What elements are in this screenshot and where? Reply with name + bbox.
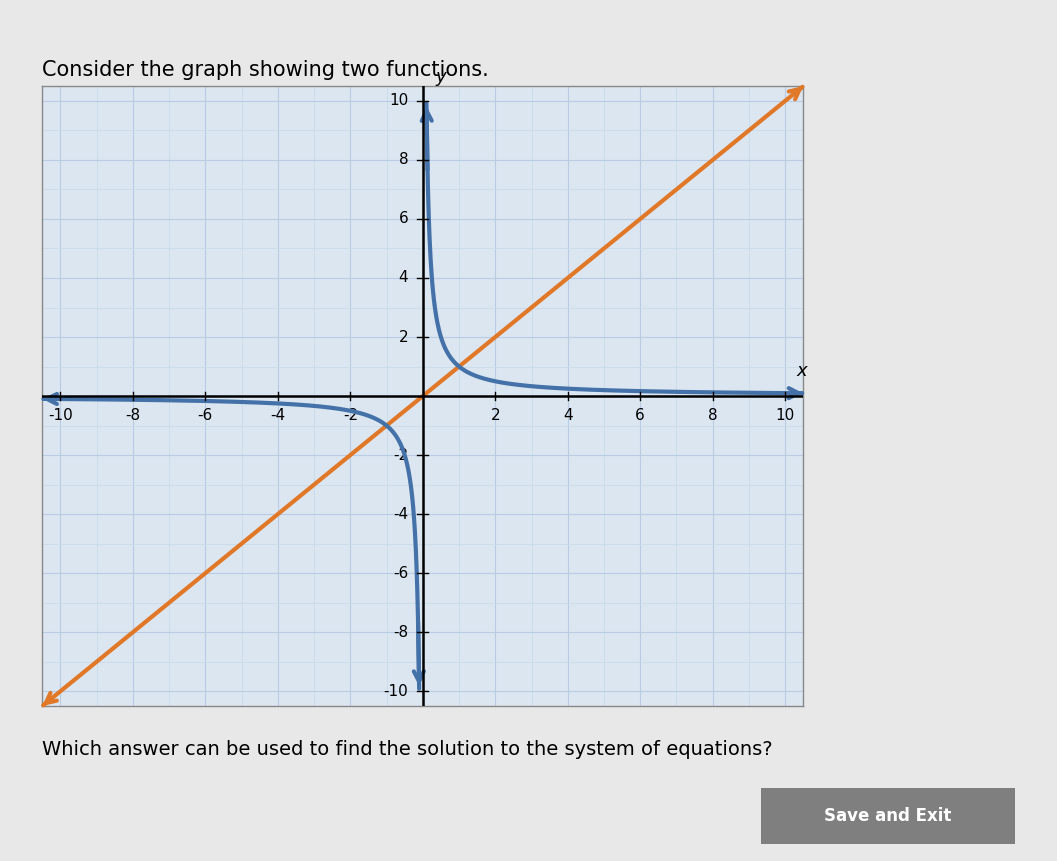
Text: -10: -10 (384, 684, 408, 699)
Text: 2: 2 (398, 330, 408, 344)
Text: 6: 6 (635, 408, 645, 423)
Text: -8: -8 (393, 625, 408, 640)
Text: -2: -2 (393, 448, 408, 462)
Text: 8: 8 (398, 152, 408, 167)
Text: Consider the graph showing two functions.: Consider the graph showing two functions… (42, 60, 489, 80)
Text: -6: -6 (393, 566, 408, 580)
Text: -10: -10 (48, 408, 73, 423)
Text: Which answer can be used to find the solution to the system of equations?: Which answer can be used to find the sol… (42, 740, 773, 759)
Text: -6: -6 (198, 408, 212, 423)
Text: 4: 4 (398, 270, 408, 286)
Text: 2: 2 (490, 408, 500, 423)
Text: -4: -4 (271, 408, 285, 423)
Text: 8: 8 (708, 408, 718, 423)
Text: x: x (796, 362, 806, 380)
Text: 4: 4 (563, 408, 573, 423)
Text: -2: -2 (342, 408, 358, 423)
Text: y: y (435, 68, 446, 86)
Text: 10: 10 (389, 93, 408, 108)
Text: -4: -4 (393, 506, 408, 522)
Text: Save and Exit: Save and Exit (824, 807, 951, 825)
Text: 10: 10 (776, 408, 795, 423)
Text: 6: 6 (398, 212, 408, 226)
Text: -8: -8 (126, 408, 141, 423)
